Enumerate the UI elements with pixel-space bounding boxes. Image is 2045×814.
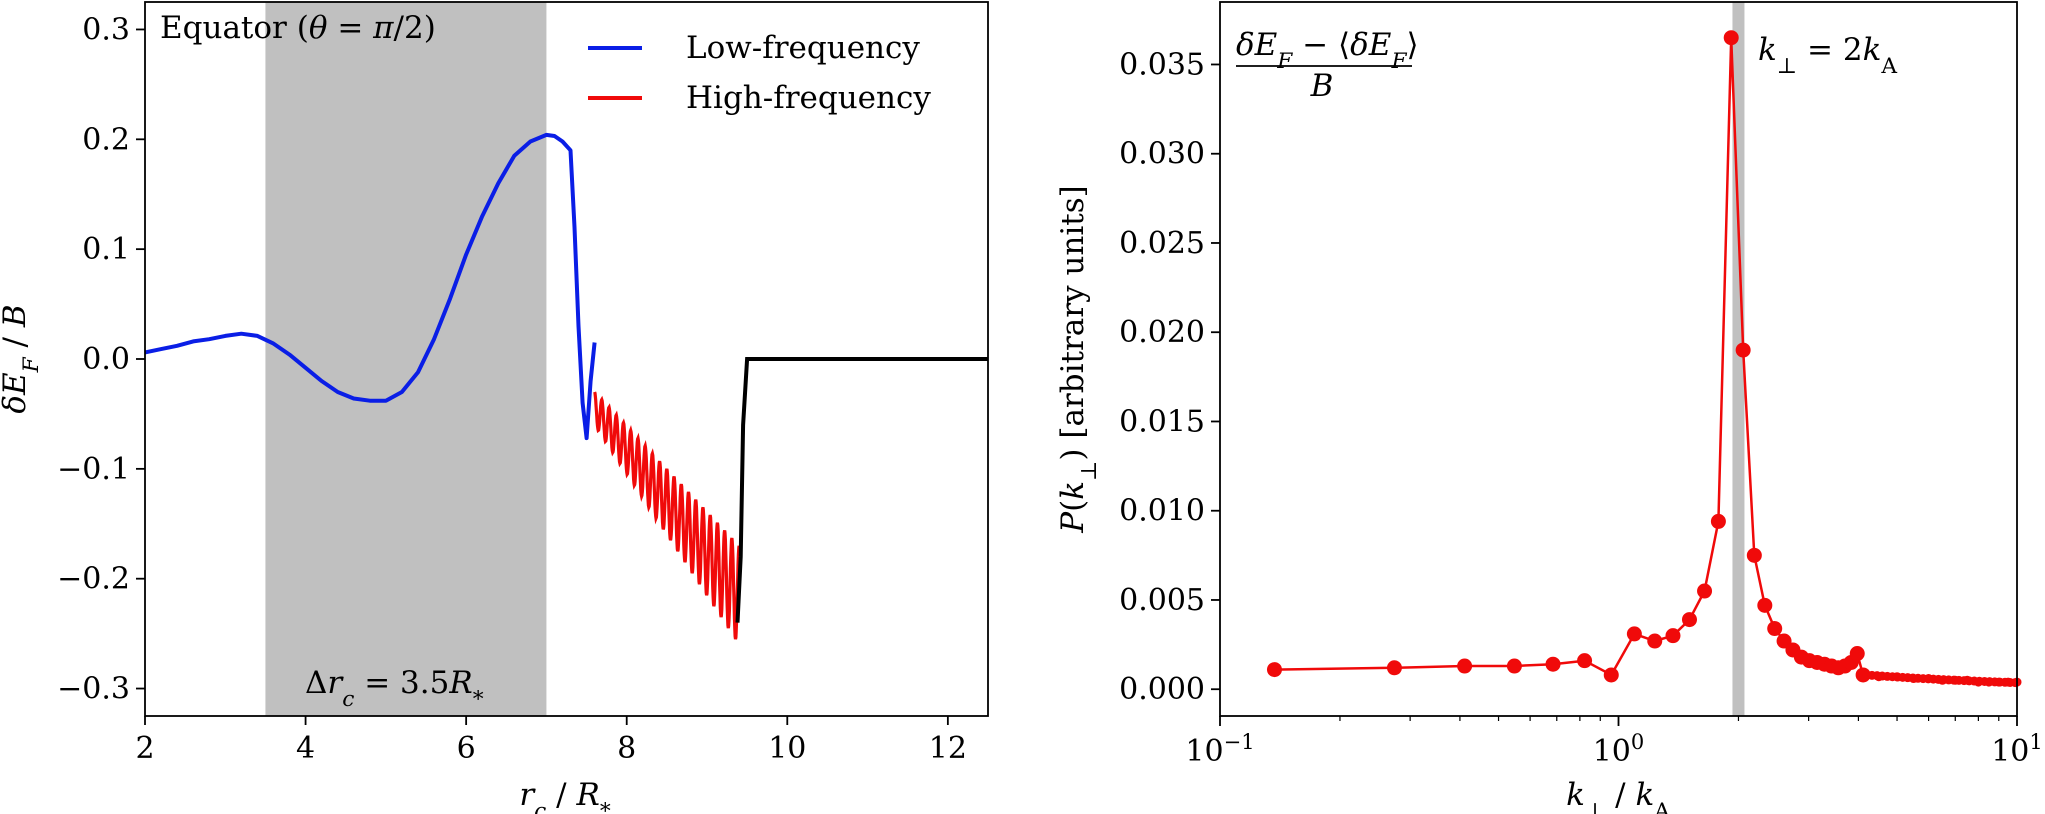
data-point bbox=[1665, 628, 1681, 644]
y-tick-label: 0.035 bbox=[1119, 47, 1205, 82]
y-tick-label: 0.020 bbox=[1119, 315, 1205, 350]
data-point bbox=[1647, 633, 1663, 649]
data-point bbox=[1723, 30, 1739, 46]
annotation-bottom: Δrc = 3.5R* bbox=[305, 665, 484, 712]
shaded-region bbox=[265, 2, 547, 716]
y-tick-label: 0.010 bbox=[1119, 494, 1205, 529]
y-axis-label: δEF / B bbox=[0, 304, 44, 413]
left-panel: 2 4 6 8 10 12 −0.3 −0.2 −0.1 0.0 0.1 0.2 0.3 rc / R* δ… bbox=[0, 1, 989, 814]
x-tick-label: 12 bbox=[929, 731, 967, 766]
y-tick-label: 0.030 bbox=[1119, 137, 1205, 172]
data-point bbox=[1849, 646, 1865, 662]
data-point bbox=[1266, 662, 1282, 678]
x-tick-label: 8 bbox=[617, 731, 636, 766]
low-frequency-line bbox=[144, 132, 597, 441]
y-tick-label: −0.1 bbox=[57, 452, 130, 487]
x-tick-label: 4 bbox=[296, 731, 315, 766]
data-point bbox=[1457, 658, 1473, 674]
data-point bbox=[1386, 660, 1402, 676]
x-axis-label: rc / R* bbox=[519, 777, 610, 814]
annotation-formula-numerator: δEF − ⟨δEF⟩ bbox=[1236, 27, 1419, 74]
y-tick-label: −0.2 bbox=[57, 562, 130, 597]
data-point bbox=[1735, 342, 1751, 358]
x-tick-label: 10−1 bbox=[1185, 730, 1254, 769]
legend-label: Low-frequency bbox=[686, 30, 920, 66]
data-point bbox=[1626, 626, 1642, 642]
x-tick-label: 10 bbox=[768, 731, 806, 766]
y-tick-label: 0.3 bbox=[82, 12, 130, 47]
right-panel: 10−1 100 101 0.000 0.005 0.010 0.015 0.020 0.025… bbox=[1055, 1, 2043, 814]
legend-label: High-frequency bbox=[686, 80, 931, 116]
data-point bbox=[1767, 621, 1783, 637]
data-point bbox=[1545, 656, 1561, 672]
data-point bbox=[1757, 597, 1773, 613]
y-tick-label: 0.0 bbox=[82, 342, 130, 377]
y-tick-label: 0.005 bbox=[1119, 583, 1205, 618]
x-tick-label: 2 bbox=[135, 731, 154, 766]
spectrum-line bbox=[1274, 36, 2017, 684]
y-tick-label: 0.2 bbox=[82, 122, 130, 157]
post-pulse-line bbox=[735, 357, 988, 623]
y-tick-label: 0.1 bbox=[82, 232, 130, 267]
data-point bbox=[1697, 583, 1713, 599]
x-axis-label: k⊥ / kA bbox=[1566, 777, 1670, 814]
high-frequency-line bbox=[593, 391, 741, 640]
plot-frame bbox=[1219, 1, 2018, 717]
x-tick-label: 100 bbox=[1593, 730, 1645, 769]
data-point bbox=[1603, 667, 1619, 683]
data-point bbox=[1506, 658, 1522, 674]
data-point bbox=[1710, 513, 1726, 529]
y-axis-label: P(k⊥) [arbitrary units] bbox=[1055, 185, 1102, 534]
data-point bbox=[1577, 653, 1593, 669]
y-tick-label: 0.025 bbox=[1119, 226, 1205, 261]
data-point bbox=[1746, 547, 1762, 563]
annotation-top: Equator (θ = π/2) bbox=[160, 10, 436, 46]
y-tick-label: 0.015 bbox=[1119, 404, 1205, 439]
x-tick-label: 6 bbox=[457, 731, 476, 766]
data-point bbox=[2010, 678, 2020, 688]
annotation-peak: k⊥ = 2kA bbox=[1758, 32, 1897, 79]
x-tick-label: 101 bbox=[1991, 730, 2043, 769]
y-tick-label: 0.000 bbox=[1119, 672, 1205, 707]
annotation-formula-denominator: B bbox=[1310, 68, 1334, 104]
data-point bbox=[1681, 612, 1697, 628]
y-tick-label: −0.3 bbox=[57, 672, 130, 707]
